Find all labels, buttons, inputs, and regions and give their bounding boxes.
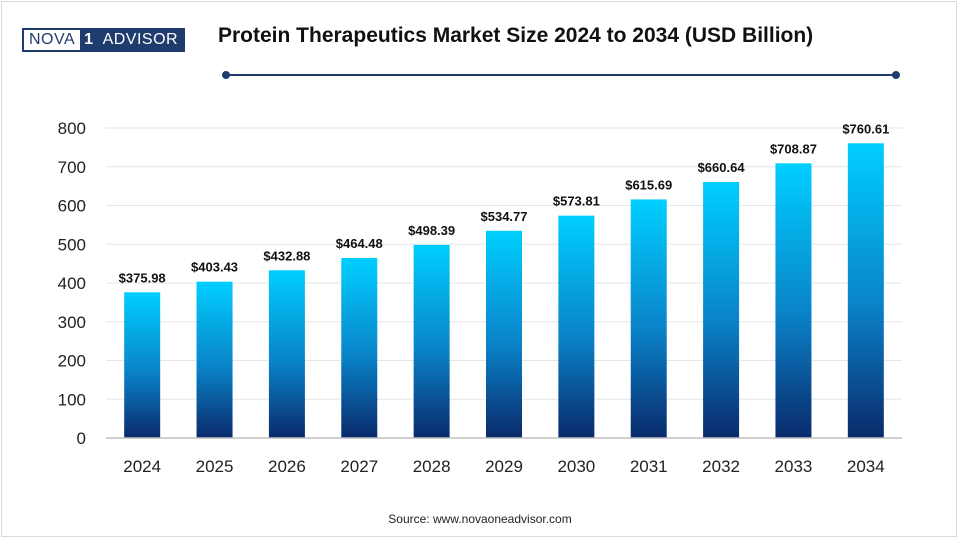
x-tick-label-2024: 2024 <box>123 457 161 476</box>
bar-2031 <box>630 199 667 438</box>
x-tick-label-2025: 2025 <box>196 457 234 476</box>
bar-2024 <box>124 292 161 438</box>
y-tick-label: 700 <box>58 158 86 177</box>
data-label-2028: $498.39 <box>408 223 455 238</box>
bar-2033 <box>775 163 812 439</box>
x-tick-label-2030: 2030 <box>557 457 595 476</box>
data-label-2026: $432.88 <box>263 248 310 263</box>
bar-2026 <box>268 270 305 438</box>
logo-part-advisor: ADVISOR <box>97 30 184 50</box>
x-tick-label-2034: 2034 <box>847 457 885 476</box>
data-label-2024: $375.98 <box>119 270 166 285</box>
source-note: Source: www.novaoneadvisor.com <box>388 512 572 526</box>
x-tick-label-2027: 2027 <box>340 457 378 476</box>
y-tick-label: 600 <box>58 197 86 216</box>
data-label-2025: $403.43 <box>191 260 238 275</box>
data-label-2032: $660.64 <box>698 160 746 175</box>
bar-2029 <box>486 230 522 438</box>
data-label-2029: $534.77 <box>481 209 528 224</box>
x-tick-label-2026: 2026 <box>268 457 306 476</box>
x-tick-label-2031: 2031 <box>630 457 668 476</box>
y-tick-label: 400 <box>58 274 86 293</box>
underline-dot-right <box>892 71 900 79</box>
data-label-2031: $615.69 <box>625 177 672 192</box>
bars <box>124 143 884 439</box>
bar-2034 <box>847 143 884 439</box>
y-tick-label: 100 <box>58 390 86 409</box>
x-tick-label-2028: 2028 <box>413 457 451 476</box>
logo-part-nova: NOVA <box>24 30 81 50</box>
y-tick-label: 200 <box>58 352 86 371</box>
brand-logo: NOVA 1 ADVISOR <box>22 28 186 52</box>
bar-2030 <box>558 215 595 438</box>
chart-title: Protein Therapeutics Market Size 2024 to… <box>218 24 814 47</box>
bar-2025 <box>196 281 233 438</box>
data-label-2027: $464.48 <box>336 236 383 251</box>
bar-2032 <box>703 182 740 438</box>
y-tick-label: 500 <box>58 235 86 254</box>
data-label-2034: $760.61 <box>842 121 889 136</box>
logo-part-one: 1 <box>80 30 98 50</box>
data-label-2030: $573.81 <box>553 194 600 209</box>
x-tick-label-2029: 2029 <box>485 457 523 476</box>
data-labels: $375.98 $403.43 $432.88 $464.48 $498.39 $534.… <box>119 121 890 285</box>
x-tick-label-2033: 2033 <box>775 457 813 476</box>
y-tick-label: 0 <box>77 429 86 448</box>
x-axis-ticks: 2024 2025 2026 2027 2028 2029 2030 2031 2032 2033… <box>123 457 884 476</box>
y-axis-ticks: 0 100 200 300 400 500 600 700 800 <box>58 119 86 448</box>
data-label-2033: $708.87 <box>770 141 817 156</box>
x-tick-label-2032: 2032 <box>702 457 740 476</box>
bar-2028 <box>413 244 450 438</box>
y-tick-label: 800 <box>58 119 86 138</box>
bar-2027 <box>341 258 378 438</box>
y-tick-label: 300 <box>58 313 86 332</box>
title-underline <box>226 74 896 76</box>
underline-dot-left <box>222 71 230 79</box>
